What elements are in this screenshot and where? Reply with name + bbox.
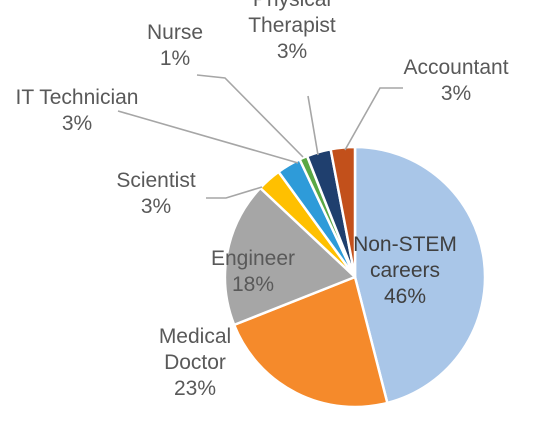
slice-value-label: 23% (174, 377, 216, 400)
slice-name-label: careers (370, 259, 440, 282)
slice-name-label: Medical (159, 325, 231, 348)
slice-value-label: 3% (62, 112, 92, 135)
slice-value-label: 46% (384, 285, 426, 308)
slice-name-label: Scientist (116, 169, 196, 192)
slice-label: Scientist 3% (116, 169, 196, 218)
leader-line (307, 95, 319, 156)
slice-label: Non-STEM careers 46% (353, 233, 457, 308)
slice-name-label: Doctor (164, 351, 226, 374)
leader-line (196, 74, 304, 158)
slice-labels: Non-STEM careers 46% Medical Doctor 23% Engine… (16, 0, 509, 400)
slice-label: Nurse 1% (147, 21, 203, 70)
slice-label: IT Technician 3% (16, 86, 139, 135)
slice-name-label: Therapist (248, 14, 336, 37)
slice-value-label: 3% (277, 40, 307, 63)
slice-name-label: Engineer (211, 247, 295, 270)
leader-lines (117, 74, 403, 199)
leader-line (344, 87, 403, 151)
pie-slices (223, 145, 487, 409)
pie-slice-accountant (329, 145, 357, 279)
slice-value-label: 1% (160, 47, 190, 70)
slice-name-label: IT Technician (16, 86, 139, 109)
slice-value-label: 3% (141, 195, 171, 218)
leader-line (117, 110, 299, 164)
slice-label: Engineer 18% (211, 247, 295, 296)
pie-slice-engineer (223, 186, 357, 327)
leader-line (206, 186, 263, 199)
slice-name-label: Non-STEM (353, 233, 457, 256)
pie-slice-medical-doctor (232, 275, 389, 409)
slice-label: Physical Therapist 3% (248, 0, 336, 63)
slice-name-label: Accountant (403, 56, 508, 79)
pie-slice-non-stem-careers (353, 145, 487, 405)
slice-name-label: Physical (253, 0, 331, 11)
slice-name-label: Nurse (147, 21, 203, 44)
slice-value-label: 18% (232, 273, 274, 296)
slice-label: Accountant 3% (403, 56, 508, 105)
slice-label: Medical Doctor 23% (159, 325, 231, 400)
slice-value-label: 3% (441, 82, 471, 105)
